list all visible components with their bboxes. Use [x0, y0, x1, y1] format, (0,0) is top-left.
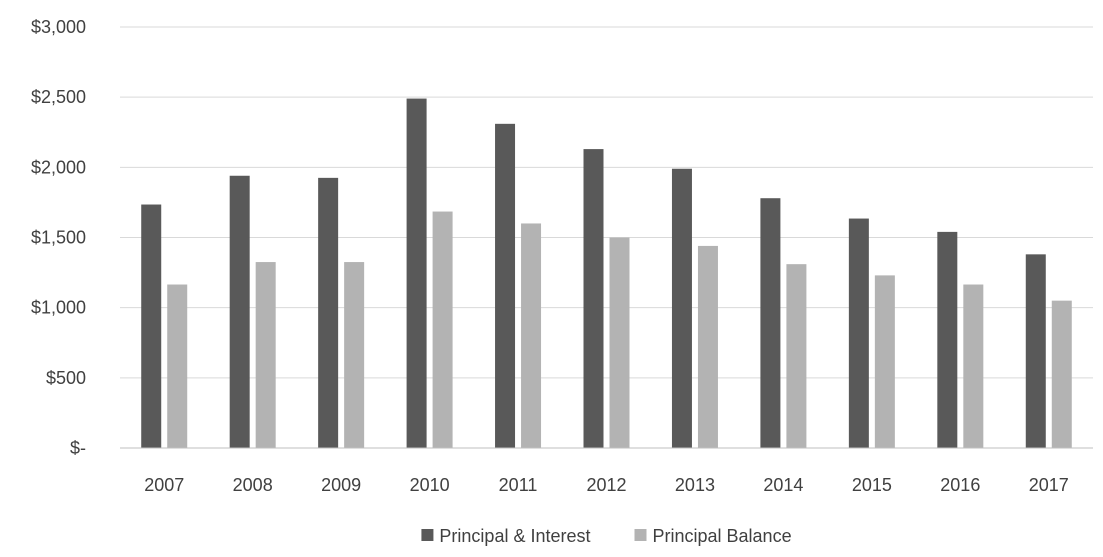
- x-tick-label: 2007: [144, 475, 184, 495]
- bar-principal-interest: [1025, 254, 1046, 448]
- bar-principal-interest: [671, 168, 692, 448]
- x-tick-label: 2011: [499, 475, 538, 495]
- bar-principal-interest: [583, 149, 604, 448]
- x-tick-label: 2014: [763, 475, 803, 495]
- x-tick-label: 2013: [675, 475, 715, 495]
- bar-principal-balance: [432, 211, 453, 448]
- x-tick-label: 2010: [410, 475, 450, 495]
- bar-principal-interest: [937, 231, 958, 448]
- bars: [141, 98, 1072, 448]
- y-tick-label: $1,000: [31, 298, 86, 318]
- bar-principal-balance: [167, 284, 188, 448]
- gridlines: [120, 26, 1093, 379]
- bar-principal-balance: [697, 245, 718, 448]
- x-tick-label: 2016: [940, 475, 980, 495]
- y-tick-label: $2,500: [31, 87, 86, 107]
- bar-principal-interest: [229, 175, 250, 448]
- bar-principal-interest: [760, 198, 781, 448]
- bar-principal-interest: [495, 123, 516, 448]
- legend-swatch: [634, 529, 647, 541]
- legend-label: Principal Balance: [653, 526, 792, 546]
- bar-principal-interest: [406, 98, 427, 448]
- x-tick-label: 2012: [586, 475, 626, 495]
- bar-principal-balance: [255, 262, 276, 448]
- bar-principal-balance: [1051, 300, 1072, 448]
- bar-principal-balance: [874, 275, 895, 448]
- bar-principal-interest: [318, 177, 339, 448]
- bar-principal-balance: [344, 262, 365, 448]
- legend-swatch: [421, 529, 434, 541]
- x-axis-ticks: 2007 2008 2009 2010 2011 2012 2013 2014 2015 2016…: [144, 475, 1069, 495]
- y-tick-label: $500: [46, 368, 86, 388]
- bar-principal-interest: [848, 218, 869, 448]
- x-tick-label: 2009: [321, 475, 361, 495]
- bar-principal-balance: [786, 264, 807, 448]
- bar-principal-balance: [963, 284, 984, 448]
- y-tick-label: $-: [70, 438, 86, 458]
- y-axis-ticks: $- $500 $1,000 $1,500 $2,000 $2,500 $3,000: [31, 17, 86, 458]
- y-tick-label: $1,500: [31, 228, 86, 248]
- y-tick-label: $2,000: [31, 157, 86, 177]
- x-tick-label: 2015: [852, 475, 892, 495]
- bar-principal-interest: [141, 204, 162, 448]
- x-tick-label: 2008: [233, 475, 273, 495]
- bar-principal-balance: [521, 223, 542, 448]
- bar-principal-balance: [609, 237, 630, 448]
- y-tick-label: $3,000: [31, 17, 86, 37]
- x-tick-label: 2017: [1029, 475, 1069, 495]
- legend-label: Principal & Interest: [439, 526, 590, 546]
- legend: Principal & Interest Principal Balance: [421, 526, 792, 546]
